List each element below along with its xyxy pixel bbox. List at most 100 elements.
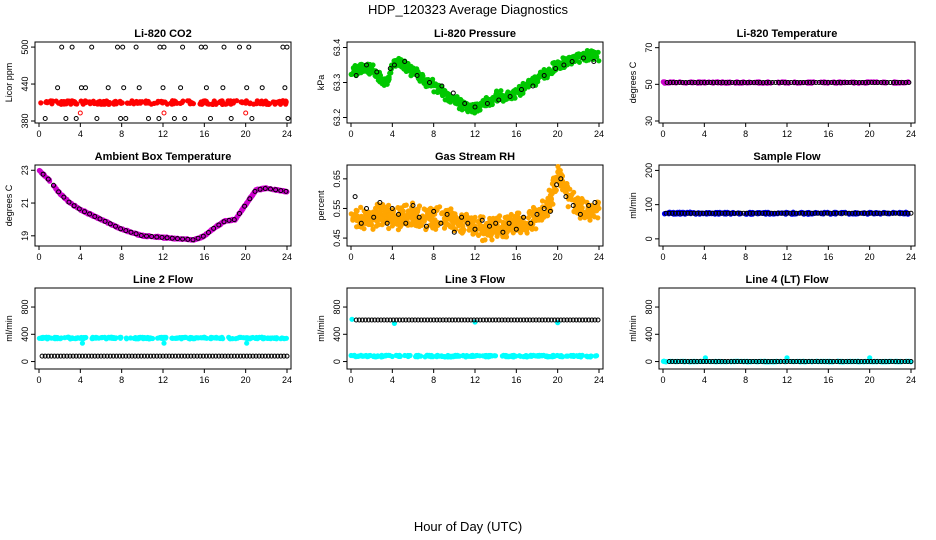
- data-point: [507, 94, 513, 99]
- y-tick-label: 63.4: [332, 39, 342, 57]
- data-point: [73, 116, 79, 121]
- data-point: [502, 214, 508, 221]
- data-point: [77, 110, 83, 116]
- data-point: [494, 233, 500, 239]
- y-tick-label: 0: [332, 359, 342, 364]
- x-tick-label: 12: [782, 252, 792, 262]
- data-point: [55, 100, 62, 106]
- data-point: [558, 353, 564, 359]
- data-point: [592, 208, 598, 214]
- panel-title: Sample Flow: [753, 151, 821, 163]
- data-point: [219, 334, 225, 341]
- data-point: [259, 85, 265, 91]
- data-point: [900, 80, 906, 85]
- series-samples: [664, 80, 912, 85]
- data-point: [118, 116, 124, 121]
- data-point: [569, 59, 575, 64]
- data-point: [69, 44, 75, 50]
- data-point: [71, 203, 77, 209]
- data-point: [392, 58, 398, 64]
- data-point: [528, 352, 534, 359]
- panel-title: Li-820 CO2: [134, 28, 191, 40]
- data-point: [835, 80, 841, 85]
- data-point: [550, 353, 556, 359]
- data-point: [692, 80, 698, 85]
- data-point: [402, 59, 408, 64]
- x-tick-label: 0: [348, 129, 353, 139]
- series-dips: [79, 340, 250, 346]
- data-point: [813, 80, 819, 85]
- y-tick-label: 200: [644, 163, 654, 178]
- data-point: [397, 219, 403, 225]
- x-tick-label: 0: [660, 375, 665, 385]
- x-tick-label: 4: [390, 375, 395, 385]
- panel-9: Line 4 (LT) Flow 0 4 8 12 16 20 24 0 400 800 ml/min: [628, 274, 916, 385]
- data-point: [203, 85, 209, 91]
- data-point: [359, 68, 366, 75]
- data-point: [816, 80, 822, 85]
- data-point: [557, 65, 563, 71]
- y-tick-label: 0.55: [332, 200, 342, 218]
- data-point: [477, 223, 484, 230]
- data-point: [714, 80, 720, 85]
- data-point: [569, 54, 576, 60]
- data-point: [164, 235, 170, 241]
- data-point: [376, 204, 383, 211]
- data-point: [388, 214, 394, 220]
- data-point: [763, 80, 769, 85]
- data-point: [420, 73, 426, 79]
- data-point: [726, 80, 732, 85]
- data-point: [124, 100, 130, 106]
- series-box-temp: [36, 167, 290, 243]
- data-point: [810, 80, 816, 85]
- data-point: [397, 352, 403, 358]
- data-point: [160, 85, 166, 91]
- x-tick-label: 20: [865, 375, 875, 385]
- y-axis-label: Licor ppm: [4, 63, 14, 103]
- data-point: [847, 80, 853, 85]
- data-point: [875, 80, 881, 85]
- x-tick-label: 4: [78, 252, 83, 262]
- x-tick-label: 12: [782, 375, 792, 385]
- data-point: [673, 80, 679, 85]
- data-point: [216, 222, 222, 228]
- data-point: [61, 194, 67, 200]
- x-tick-label: 4: [702, 252, 707, 262]
- data-point: [366, 221, 372, 228]
- data-point: [82, 209, 87, 215]
- data-point: [492, 353, 499, 359]
- x-tick-label: 16: [511, 252, 521, 262]
- data-point: [190, 237, 196, 243]
- data-point: [499, 224, 505, 230]
- data-point: [63, 99, 69, 106]
- panel-title: Gas Stream RH: [435, 151, 515, 163]
- data-point: [180, 44, 186, 50]
- y-tick-label: 0: [644, 359, 654, 364]
- data-point: [488, 233, 494, 239]
- data-point: [832, 80, 837, 85]
- x-tick-label: 0: [660, 129, 665, 139]
- y-tick-label: 500: [20, 40, 30, 55]
- data-point: [581, 55, 586, 61]
- data-point: [720, 80, 726, 85]
- data-point: [113, 223, 118, 229]
- data-point: [701, 80, 707, 85]
- data-point: [102, 218, 108, 224]
- data-point: [158, 98, 164, 105]
- data-point: [587, 354, 593, 360]
- x-tick-label: 12: [158, 129, 168, 139]
- data-point: [442, 354, 448, 360]
- y-tick-label: 400: [332, 327, 342, 342]
- data-point: [592, 49, 598, 56]
- data-point: [473, 103, 479, 109]
- x-tick-label: 16: [199, 375, 209, 385]
- data-point: [45, 176, 51, 182]
- data-point: [363, 214, 369, 220]
- data-point: [903, 80, 909, 85]
- data-point: [427, 80, 432, 85]
- figure-title: HDP_120323 Average Diagnostics: [368, 2, 568, 17]
- data-point: [415, 354, 421, 360]
- data-point: [529, 226, 535, 232]
- data-point: [45, 336, 51, 342]
